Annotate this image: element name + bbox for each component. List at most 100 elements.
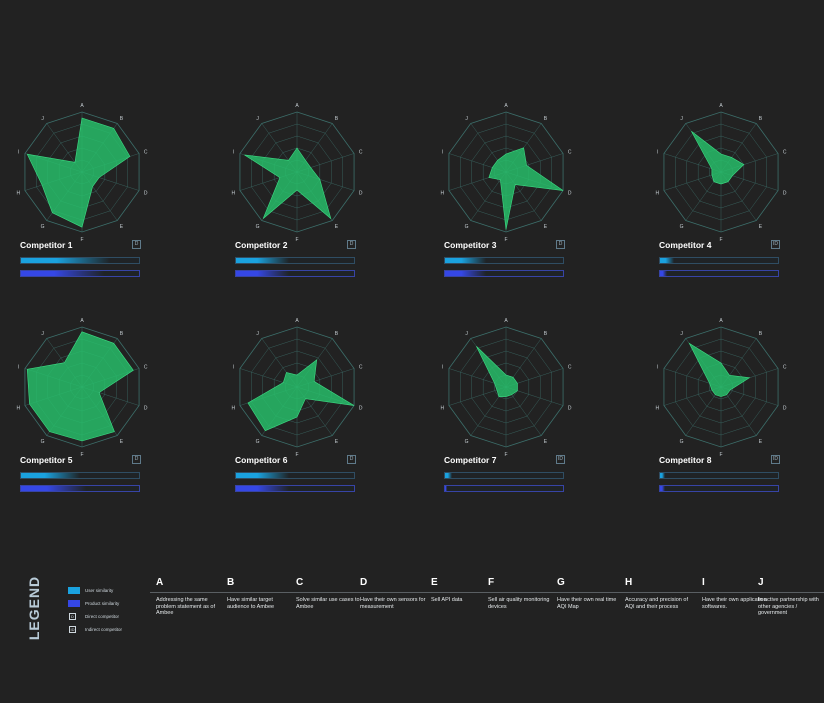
axis-label: D — [144, 406, 148, 412]
criterion-description: Sell air quality monitoring devices — [488, 597, 550, 610]
axis-spoke — [720, 386, 779, 406]
product-similarity-bar — [659, 485, 779, 492]
axis-label: D — [783, 406, 787, 412]
user-similarity-bar — [20, 257, 140, 264]
axis-label: J — [41, 331, 44, 337]
criterion-description: Sell API data — [431, 597, 463, 603]
product-similarity-bar-fill — [21, 271, 104, 276]
axis-label: B — [544, 331, 548, 337]
axis-label: B — [759, 116, 763, 122]
criterion-letter: H — [625, 577, 633, 588]
criterion-c: C Solve similar use cases to Ambee — [296, 577, 362, 610]
competitor-name: Competitor 6 — [235, 455, 288, 465]
competitor-name: Competitor 5 — [20, 455, 73, 465]
user-similarity-bar — [659, 472, 779, 479]
product-similarity-bar-fill — [236, 486, 290, 491]
axis-label: A — [295, 318, 299, 324]
user-similarity-bar-fill — [236, 258, 290, 263]
axis-label: G — [256, 224, 260, 230]
axis-label: C — [144, 364, 148, 370]
product-similarity-bar — [235, 485, 355, 492]
criterion-letter: I — [702, 577, 705, 588]
axis-label: D — [359, 191, 363, 197]
axis-label: F — [80, 237, 83, 243]
criteria-divider — [150, 592, 824, 593]
radar-chart: A B C D E F G H I J — [231, 103, 362, 243]
product-similarity-bar-fill — [660, 271, 668, 276]
axis-label: B — [759, 331, 763, 337]
criterion-description: In active partnership with other agencie… — [758, 597, 819, 616]
criterion-description: Solve similar use cases to Ambee — [296, 597, 360, 610]
axis-label: B — [120, 331, 124, 337]
criterion-a: A Addressing the same problem statement a… — [156, 577, 222, 616]
data-polygon — [488, 147, 564, 230]
axis-spoke — [505, 386, 542, 436]
radar-chart: A B C D E F G H I J — [16, 318, 147, 458]
axis-label: H — [231, 406, 235, 412]
axis-label: B — [544, 116, 548, 122]
axis-label: J — [680, 331, 683, 337]
product-similarity-bar-fill — [236, 271, 290, 276]
axis-label: H — [655, 191, 659, 197]
competitor-type-badge: D — [132, 455, 141, 464]
axis-label: D — [144, 191, 148, 197]
radar-chart: A B C D E F G H I J — [655, 103, 786, 243]
axis-label: G — [41, 224, 45, 230]
product-similarity-bar — [20, 270, 140, 277]
axis-label: E — [335, 439, 339, 445]
competitor-type-badge: ID — [556, 455, 565, 464]
criterion-description: Have their own real time AQI Map — [557, 597, 617, 610]
product-similarity-bar-fill — [445, 486, 448, 491]
axis-label: B — [335, 331, 339, 337]
axis-label: D — [359, 406, 363, 412]
axis-label: C — [568, 364, 572, 370]
competitor-type-badge: D — [132, 240, 141, 249]
axis-label: E — [544, 224, 548, 230]
axis-label: A — [80, 103, 84, 109]
criterion-letter: E — [431, 577, 438, 588]
user-similarity-bar-fill — [445, 473, 453, 478]
criterion-letter: D — [360, 577, 368, 588]
criterion-d: D Have their own sensors for measurement — [360, 577, 426, 610]
legend-label: Direct competitor — [85, 614, 120, 619]
axis-spoke — [720, 386, 757, 436]
legend-label: Indirect competitor — [85, 627, 123, 632]
user-similarity-bar-fill — [236, 473, 290, 478]
data-polygon — [688, 342, 751, 397]
criterion-description: Addressing the same problem statement as… — [156, 597, 216, 616]
legend-label: User similarity — [85, 588, 114, 593]
user-similarity-bar-fill — [445, 258, 487, 263]
data-polygon — [26, 117, 131, 228]
competitor-type-badge: ID — [771, 240, 780, 249]
user-similarity-bar — [659, 257, 779, 264]
radar-chart: A B C D E F G H I J — [655, 318, 786, 458]
axis-label: C — [783, 364, 787, 370]
user-similarity-bar-fill — [21, 258, 110, 263]
criterion-j: J In active partnership with other agenci… — [758, 577, 824, 616]
axis-label: G — [256, 439, 260, 445]
axis-label: H — [440, 406, 444, 412]
criterion-h: H Accuracy and precision of AQI and their… — [625, 577, 691, 610]
axis-label: I — [657, 149, 658, 155]
criterion-letter: C — [296, 577, 304, 588]
radar-chart: A B C D E F G H I J — [440, 103, 571, 243]
axis-spoke — [685, 386, 722, 436]
axis-label: I — [233, 364, 234, 370]
competitor-name: Competitor 7 — [444, 455, 497, 465]
axis-label: J — [256, 331, 259, 337]
axis-spoke — [663, 386, 722, 406]
user-similarity-bar — [20, 472, 140, 479]
axis-spoke — [663, 171, 722, 191]
data-polygon — [26, 331, 134, 442]
criterion-description: Accuracy and precision of AQI and their … — [625, 597, 688, 610]
competitor-type-badge: D — [347, 240, 356, 249]
axis-label: E — [759, 224, 763, 230]
product-similarity-bar — [659, 270, 779, 277]
axis-label: I — [18, 364, 19, 370]
user-similarity-bar — [444, 257, 564, 264]
competitor-name: Competitor 3 — [444, 240, 497, 250]
criterion-letter: J — [758, 577, 764, 588]
criterion-f: F Sell air quality monitoring devices — [488, 577, 554, 610]
axis-label: J — [465, 331, 468, 337]
radar-chart: A B C D E F G H I J — [16, 103, 147, 243]
